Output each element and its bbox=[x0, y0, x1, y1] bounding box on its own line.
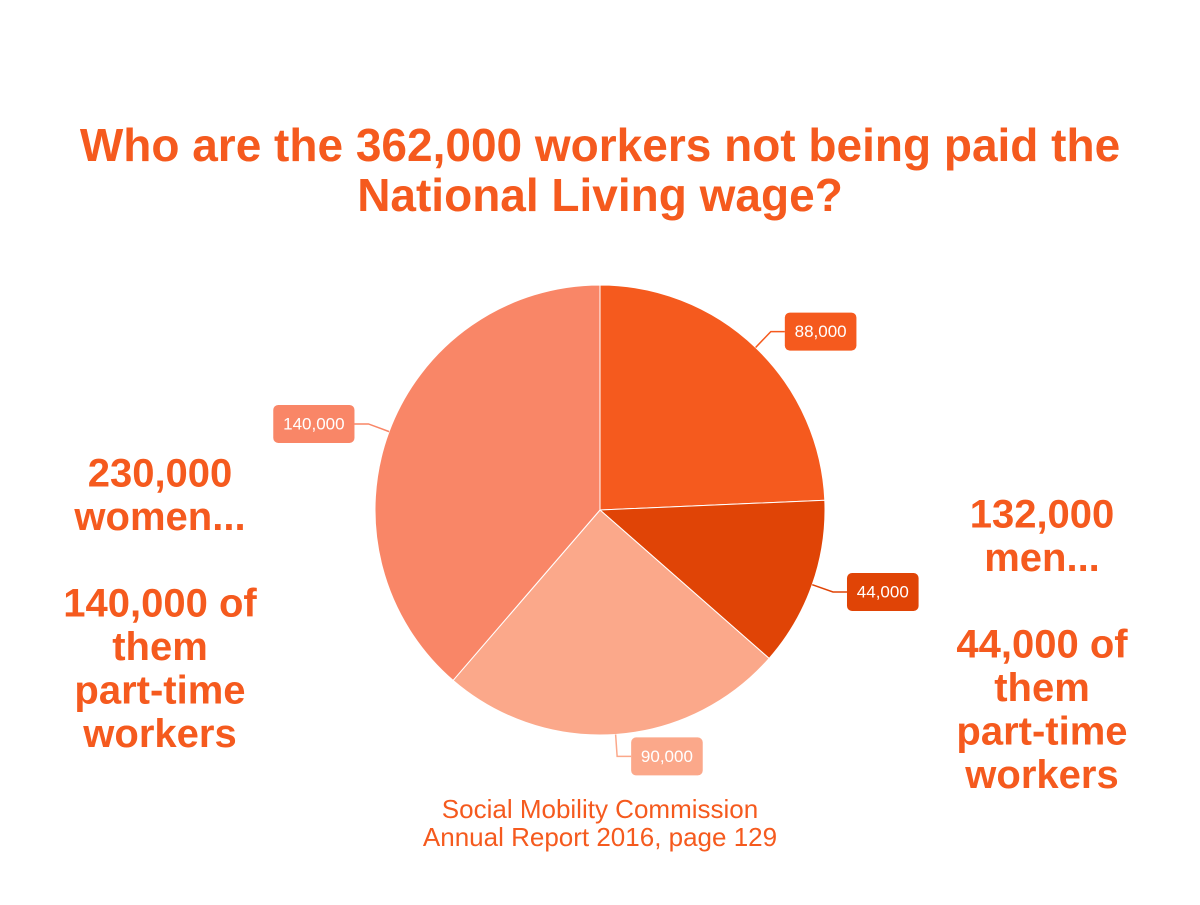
chart-title: Who are the 362,000 workers not being pa… bbox=[80, 119, 1120, 221]
annotation: 230,000 bbox=[88, 452, 233, 496]
source-note: Annual Report 2016, page 129 bbox=[423, 822, 777, 852]
data-label: 140,000 bbox=[283, 414, 344, 433]
annotation: men... bbox=[984, 536, 1100, 580]
annotation: 44,000 of bbox=[956, 623, 1128, 667]
leader-line bbox=[755, 330, 785, 349]
data-label: 44,000 bbox=[857, 582, 909, 601]
label-box bbox=[273, 404, 355, 443]
data-label: 90,000 bbox=[641, 747, 693, 766]
pie-slice bbox=[452, 509, 770, 736]
source-note: Social Mobility Commission bbox=[442, 794, 758, 824]
annotation: part-time bbox=[956, 710, 1127, 754]
leader-line bbox=[354, 423, 390, 433]
pie-slice bbox=[599, 284, 826, 511]
annotation: them bbox=[112, 625, 208, 669]
annotation: them bbox=[994, 666, 1090, 710]
leader-line bbox=[614, 734, 632, 758]
leader-line bbox=[811, 584, 847, 593]
label-box bbox=[631, 737, 703, 776]
label-box bbox=[846, 573, 919, 612]
data-label: 88,000 bbox=[795, 322, 847, 341]
annotation: workers bbox=[82, 712, 236, 756]
annotation: workers bbox=[964, 753, 1118, 797]
annotation: women... bbox=[73, 495, 245, 539]
pie-slice bbox=[598, 499, 826, 660]
annotation: part-time bbox=[74, 669, 245, 713]
annotation: 140,000 of bbox=[63, 582, 257, 626]
annotation: 132,000 bbox=[970, 493, 1115, 537]
label-box bbox=[784, 312, 857, 351]
